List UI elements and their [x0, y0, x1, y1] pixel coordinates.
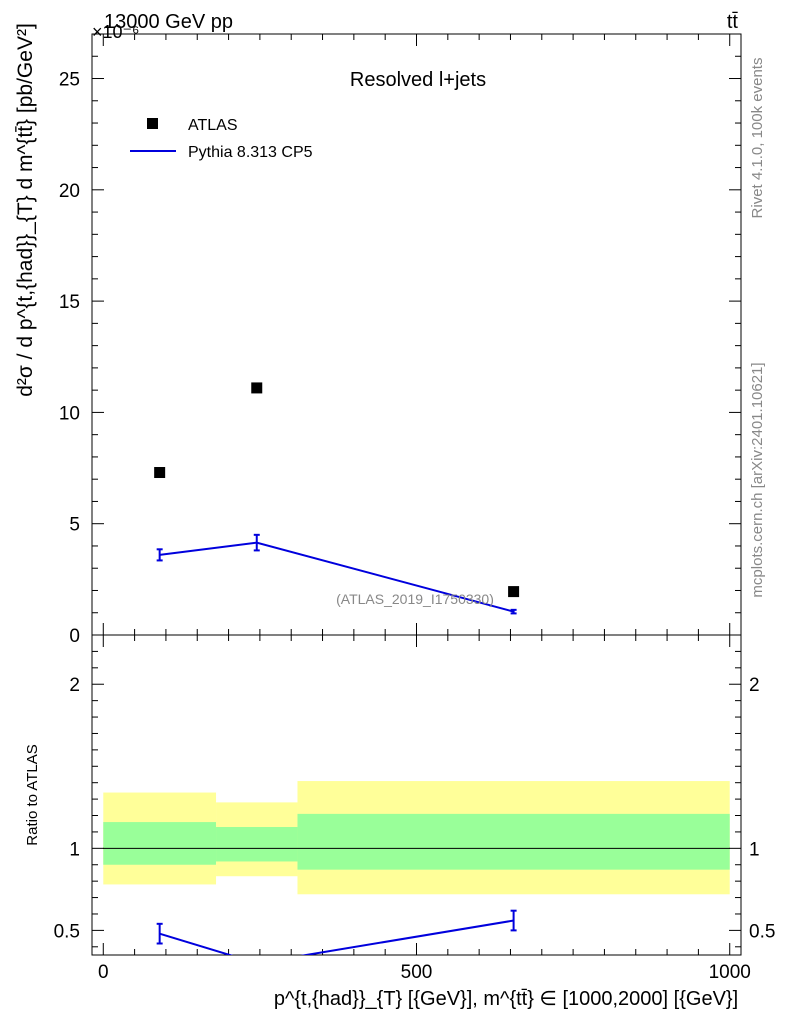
atlas-data-point	[154, 467, 166, 479]
main-y-tick-label: 15	[59, 292, 80, 313]
legend-marker-atlas	[147, 118, 158, 129]
axes: 0 500 1000 0 5 10 15 20 25 0.5 0.5 1 1 2 2	[54, 33, 775, 983]
main-y-tick-label: 5	[69, 515, 80, 536]
atlas-data-point	[508, 586, 520, 598]
x-tick-label: 1000	[709, 962, 751, 983]
x-axis-title: p^{t,{had}}_{T} [{GeV}], m^{tt̄} ∈ [1000…	[274, 988, 738, 1010]
ratio-y-tick-label-left: 1	[69, 839, 80, 860]
main-y-tick-label: 20	[59, 181, 80, 202]
energy-label: 13000 GeV pp	[104, 11, 233, 33]
rivet-label: Rivet 4.1.0, 100k events	[749, 58, 766, 219]
ratio-y-tick-label-right: 1	[749, 839, 760, 860]
legend: ATLAS Pythia 8.313 CP5	[130, 117, 313, 161]
chart-title: Resolved l+jets	[350, 69, 486, 91]
band-inner-2	[297, 813, 730, 870]
analysis-id: (ATLAS_2019_I1750330)	[336, 591, 494, 607]
main-y-axis-title: d²σ / d p^{t,{had}}_{T} d m^{tt̄} [pb/Ge…	[14, 23, 37, 397]
main-y-tick-label: 10	[59, 403, 80, 424]
y-exponent-label: ×10⁻⁶	[92, 22, 139, 42]
legend-label-atlas: ATLAS	[188, 117, 238, 134]
ratio-y-tick-label-right: 2	[749, 675, 760, 696]
ratio-y-tick-label-right: 0.5	[749, 921, 775, 942]
ratio-y-tick-label-left: 2	[69, 675, 80, 696]
x-tick-label: 500	[401, 962, 433, 983]
band-inner-1	[216, 827, 298, 862]
ratio-uncertainty-bands	[103, 781, 730, 895]
ratio-y-axis-title: Ratio to ATLAS	[24, 744, 41, 845]
atlas-data-point	[251, 382, 263, 394]
ratio-y-tick-label-left: 0.5	[54, 921, 80, 942]
x-tick-label: 0	[98, 962, 109, 983]
ratio-pythia-line	[159, 919, 514, 955]
main-y-tick-label: 25	[59, 70, 80, 91]
legend-label-pythia: Pythia 8.313 CP5	[188, 144, 313, 161]
mcplots-label: mcplots.cern.ch [arXiv:2401.10621]	[749, 362, 766, 597]
band-inner-0	[103, 822, 217, 865]
main-series	[154, 382, 520, 615]
main-y-tick-label: 0	[69, 626, 80, 647]
ratio-series	[156, 909, 517, 955]
process-label: tt̄	[727, 11, 739, 33]
